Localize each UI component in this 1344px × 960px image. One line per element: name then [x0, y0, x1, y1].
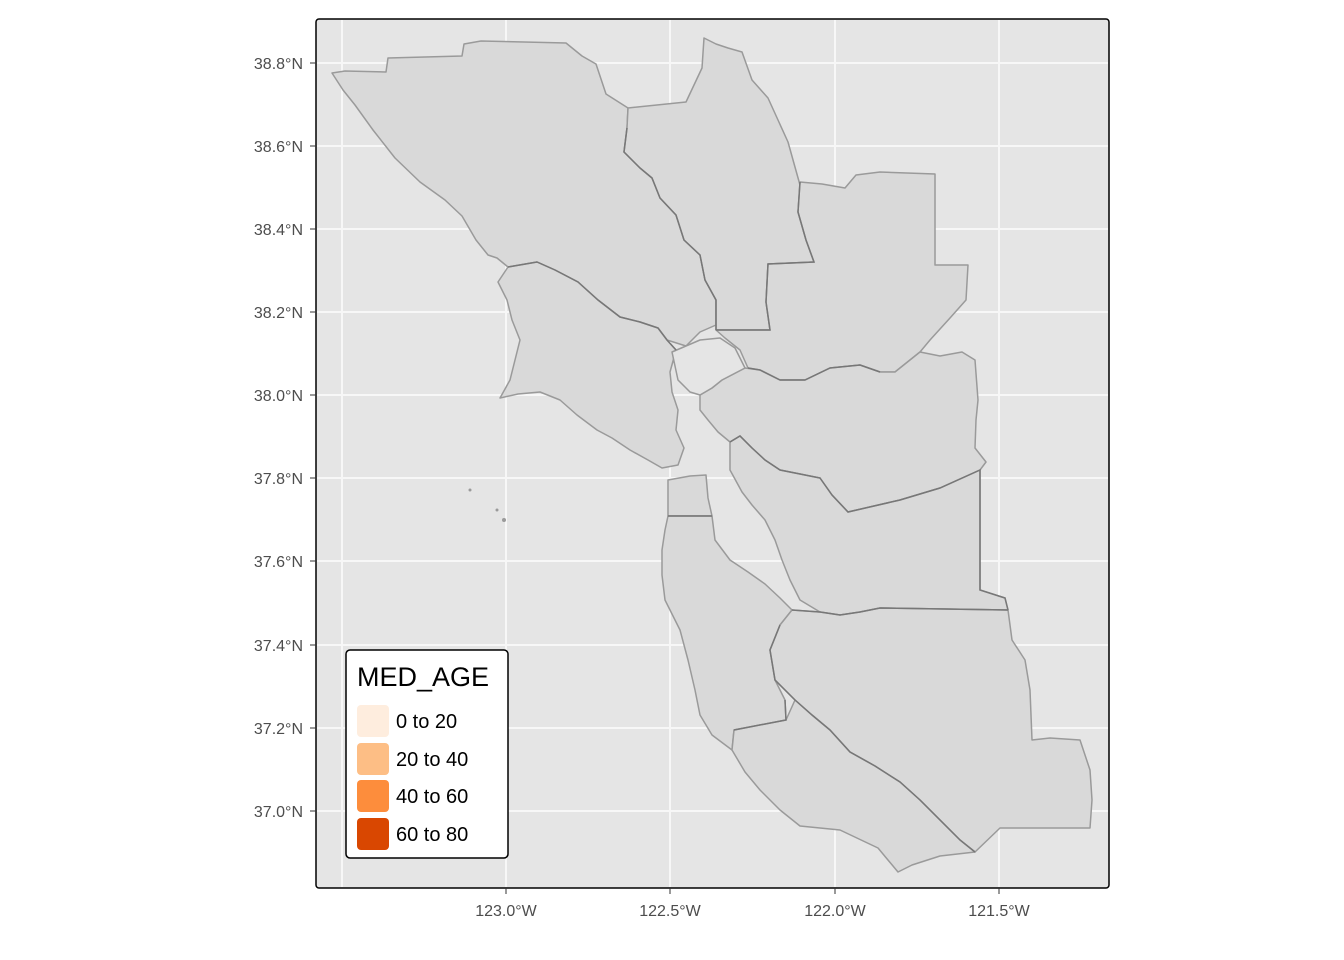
- legend-title: MED_AGE: [357, 662, 489, 692]
- farallon-islands: [468, 488, 506, 522]
- y-tick-label: 38.2°N: [254, 305, 303, 322]
- y-tick-label: 37.2°N: [254, 721, 303, 738]
- y-tick-label: 37.0°N: [254, 804, 303, 821]
- y-axis-labels: 38.8°N 38.6°N 38.4°N 38.2°N 38.0°N 37.8°…: [254, 56, 303, 821]
- legend-swatch: [357, 818, 389, 850]
- legend: MED_AGE 0 to 20 20 to 40 40 to 60 60 to …: [345, 649, 509, 859]
- x-tick-label: 121.5°W: [968, 903, 1030, 920]
- legend-label: 60 to 80: [396, 824, 468, 846]
- county-regions: [331, 37, 1093, 873]
- legend-swatch: [357, 743, 389, 775]
- y-tick-label: 37.4°N: [254, 638, 303, 655]
- x-tick-label: 123.0°W: [475, 903, 537, 920]
- y-tick-label: 37.8°N: [254, 471, 303, 488]
- y-tick-label: 37.6°N: [254, 554, 303, 571]
- x-tick-label: 122.0°W: [804, 903, 866, 920]
- y-tick-label: 38.8°N: [254, 56, 303, 73]
- region-bay-water: [671, 337, 746, 396]
- legend-label: 20 to 40: [396, 749, 468, 771]
- legend-swatch: [357, 705, 389, 737]
- x-axis-ticks: [505, 888, 1000, 894]
- county-borders: [507, 127, 1009, 853]
- legend-swatch: [357, 780, 389, 812]
- y-tick-label: 38.0°N: [254, 388, 303, 405]
- y-tick-label: 38.4°N: [254, 222, 303, 239]
- x-axis-labels: 123.0°W 122.5°W 122.0°W 121.5°W: [475, 903, 1030, 920]
- legend-label: 0 to 20: [396, 711, 457, 733]
- y-tick-label: 38.6°N: [254, 139, 303, 156]
- y-axis-ticks: [310, 62, 316, 812]
- x-tick-label: 122.5°W: [639, 903, 701, 920]
- legend-label: 40 to 60: [396, 786, 468, 808]
- region-san-francisco: [667, 474, 713, 517]
